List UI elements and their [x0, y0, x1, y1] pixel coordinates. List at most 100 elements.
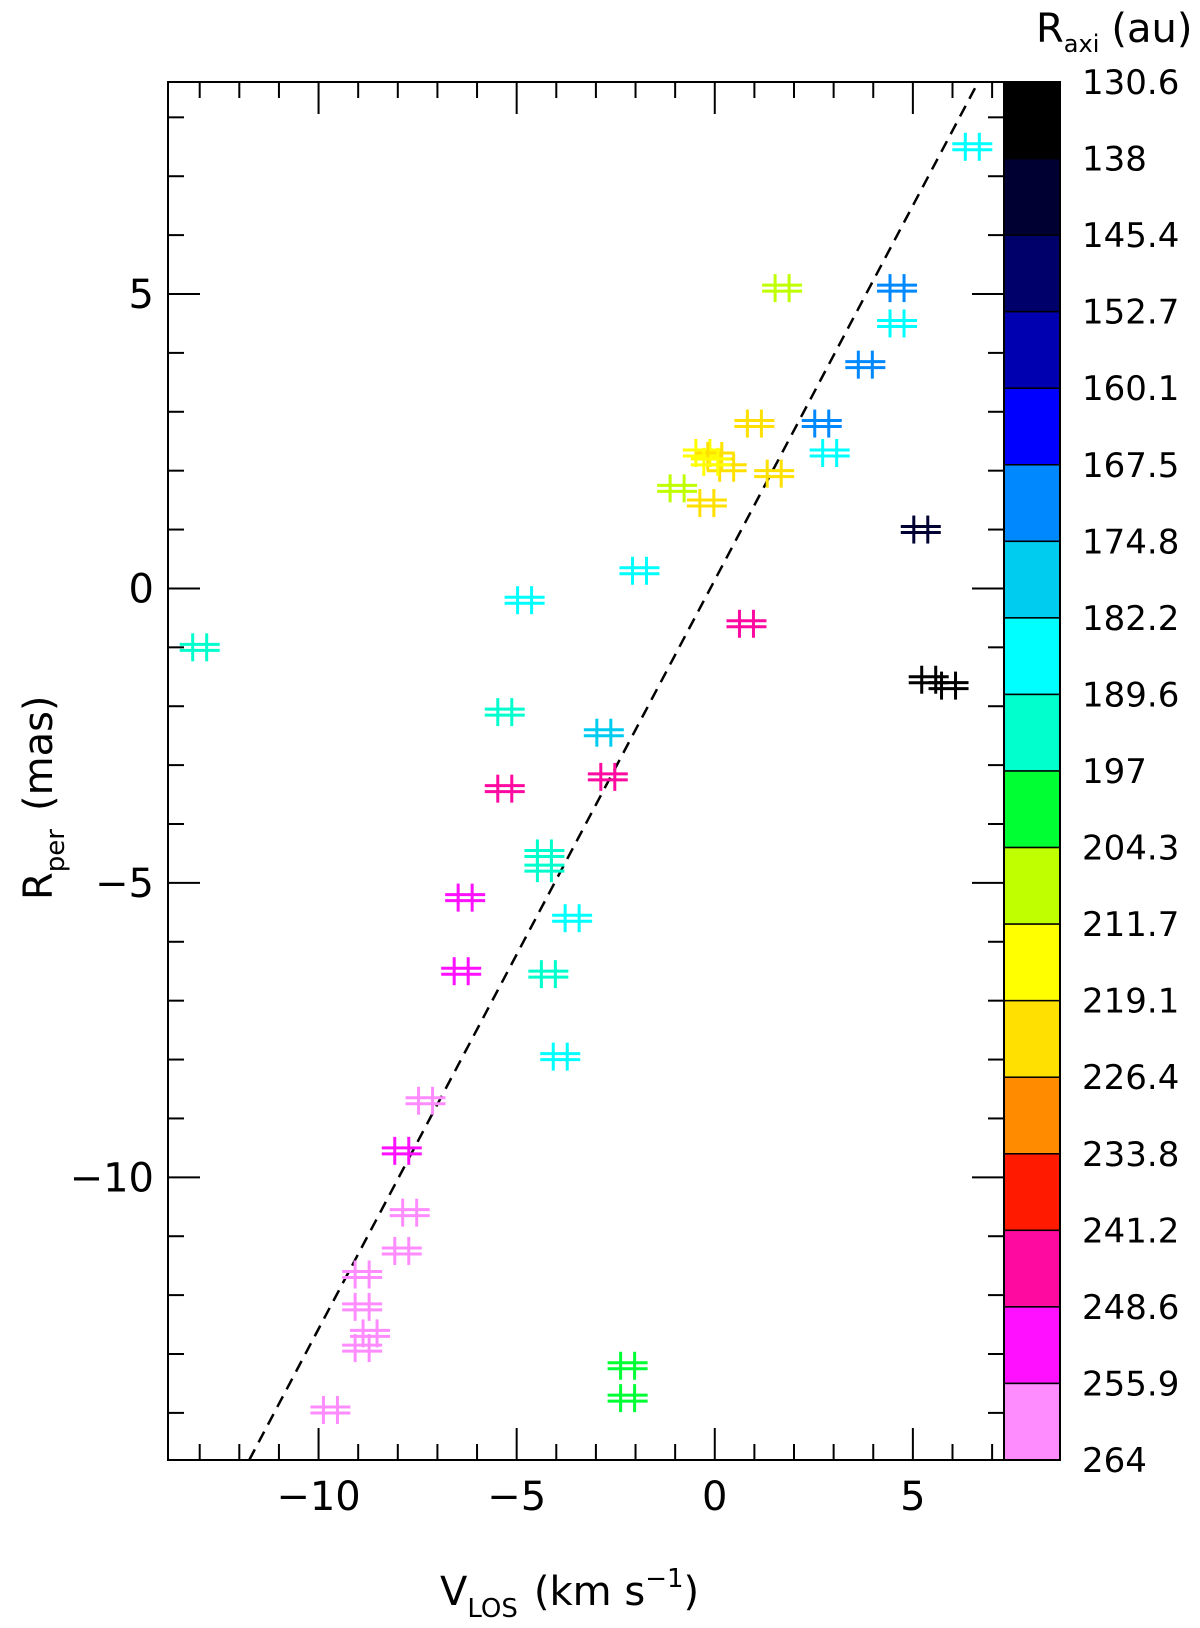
colorbar-segment — [1003, 1076, 1061, 1155]
data-point — [350, 1319, 391, 1348]
colorbar-label: 233.8 — [1082, 1135, 1179, 1175]
data-point — [877, 274, 918, 303]
colorbar-segment — [1003, 1382, 1061, 1461]
data-point — [809, 439, 850, 467]
colorbar-segment — [1003, 999, 1061, 1078]
x-axis-title-unit: (km s — [534, 1569, 645, 1615]
data-point — [528, 960, 569, 989]
plot-frame-group — [167, 81, 1005, 1461]
data-point — [583, 718, 624, 747]
data-point — [657, 474, 698, 503]
colorbar-segment — [1003, 846, 1061, 925]
colorbar-segment — [1003, 310, 1061, 389]
data-point — [342, 1334, 383, 1363]
data-point — [690, 447, 731, 476]
data-point — [441, 957, 482, 986]
colorbar-segment — [1003, 693, 1061, 772]
data-point — [607, 1351, 648, 1380]
data-point — [587, 762, 628, 791]
colorbar-label: 264 — [1082, 1441, 1147, 1481]
colorbar-segment — [1003, 617, 1061, 696]
x-tick-label: 0 — [702, 1474, 727, 1520]
colorbar-label: 204.3 — [1082, 829, 1179, 869]
colorbar-segment — [1003, 540, 1061, 619]
x-tick-label: −5 — [487, 1474, 546, 1520]
colorbar-label: 145.4 — [1082, 216, 1179, 256]
data-point — [754, 459, 795, 488]
data-point — [445, 883, 486, 912]
colorbar-label: 182.2 — [1082, 599, 1179, 639]
data-point — [607, 1384, 648, 1413]
data-point — [484, 774, 525, 803]
y-axis-title: Rper (mas) — [16, 695, 71, 900]
colorbar-title-unit: (au) — [1111, 6, 1192, 52]
colorbar-label: 174.8 — [1082, 522, 1179, 562]
colorbar-segment — [1003, 1153, 1061, 1232]
colorbar-label: 130.6 — [1082, 63, 1179, 103]
colorbar-segment — [1003, 234, 1061, 313]
colorbar-frame — [1003, 81, 1061, 1461]
data-point — [524, 854, 565, 883]
colorbar-segment — [1003, 1306, 1061, 1385]
data-point — [484, 698, 525, 727]
y-tick-label: 5 — [129, 272, 154, 318]
data-point — [381, 1136, 422, 1165]
colorbar-segment — [1003, 81, 1061, 160]
colorbar-label: 248.6 — [1082, 1288, 1179, 1328]
y-axis-title-main: R — [16, 872, 62, 900]
y-tick-label: 0 — [129, 566, 154, 612]
data-point — [845, 350, 886, 379]
x-tick-label: 5 — [900, 1474, 925, 1520]
data-point — [310, 1395, 351, 1424]
data-point — [686, 489, 727, 518]
colorbar-label: 189.6 — [1082, 675, 1179, 715]
data-point — [801, 409, 842, 438]
y-tick-label: −5 — [95, 861, 154, 907]
data-point — [877, 309, 918, 338]
plot-frame — [167, 81, 1005, 1461]
colorbar-title: Raxi (au) — [1036, 6, 1192, 58]
colorbar-segment — [1003, 387, 1061, 466]
data-point — [179, 633, 220, 662]
colorbar-label: 219.1 — [1082, 982, 1179, 1022]
data-point — [928, 671, 969, 700]
data-point — [381, 1236, 422, 1265]
colorbar-group — [1003, 81, 1061, 1461]
colorbar-segment — [1003, 464, 1061, 543]
data-point — [726, 609, 767, 638]
colorbar-segment — [1003, 923, 1061, 1002]
data-point — [762, 274, 803, 303]
data-point — [952, 132, 993, 161]
colorbar-segment — [1003, 770, 1061, 849]
colorbar-title-main: R — [1036, 6, 1064, 52]
colorbar-label: 138 — [1082, 140, 1147, 180]
data-point — [389, 1198, 430, 1227]
data-point — [342, 1260, 383, 1289]
colorbar-label: 255.9 — [1082, 1364, 1179, 1404]
data-point — [734, 409, 775, 438]
colorbar-label: 160.1 — [1082, 369, 1179, 409]
x-axis-title-sub: LOS — [467, 1594, 518, 1623]
x-axis-title-exp: −1 — [645, 1564, 683, 1594]
colorbar-segment — [1003, 157, 1061, 236]
y-axis-title-sub: per — [41, 829, 71, 873]
colorbar-label: 211.7 — [1082, 905, 1179, 945]
x-axis-title: VLOS (km s−1) — [440, 1564, 699, 1623]
data-point — [619, 556, 660, 585]
colorbar-label: 167.5 — [1082, 446, 1179, 486]
colorbar-label: 241.2 — [1082, 1211, 1179, 1251]
colorbar-segment — [1003, 1229, 1061, 1308]
data-point — [524, 839, 565, 868]
x-axis-title-close: ) — [684, 1569, 700, 1615]
data-point — [900, 515, 941, 544]
x-tick-label: −10 — [276, 1474, 360, 1520]
data-points-group — [179, 132, 993, 1424]
data-point — [540, 1042, 581, 1071]
colorbar-title-sub: axi — [1064, 30, 1100, 58]
data-point — [504, 586, 545, 615]
colorbar-label: 152.7 — [1082, 293, 1179, 333]
y-axis-title-unit: (mas) — [16, 695, 62, 811]
x-axis-title-main: V — [440, 1569, 468, 1615]
